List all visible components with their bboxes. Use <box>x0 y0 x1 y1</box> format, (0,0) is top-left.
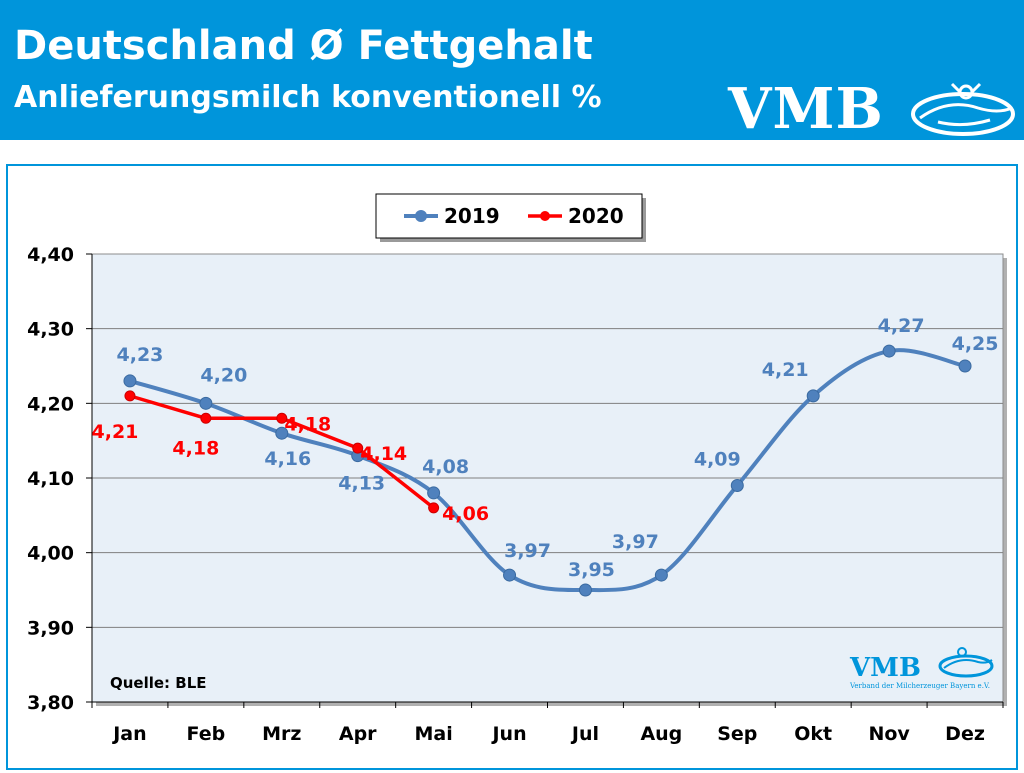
data-label-2020: 4,18 <box>284 413 331 435</box>
gridlines <box>92 328 1003 628</box>
data-point-2020 <box>124 390 136 402</box>
y-tick-label: 4,00 <box>27 543 74 565</box>
data-label-2019: 4,16 <box>264 448 311 470</box>
y-axis: 3,80 3,90 4,00 4,10 4,20 4,30 4,40 <box>27 244 93 714</box>
data-point-2020 <box>352 442 364 454</box>
data-point-2020 <box>200 412 212 424</box>
x-tick-label: Apr <box>339 723 377 745</box>
data-point-2019 <box>427 486 441 500</box>
legend-label-2020: 2020 <box>568 204 624 228</box>
x-tick-label: Sep <box>717 723 757 745</box>
y-tick-label: 4,10 <box>27 468 74 490</box>
data-point-2019 <box>123 374 137 388</box>
data-labels: 4,23 4,20 4,16 4,13 4,08 3,97 3,95 3,97 4,09 4,21… <box>92 315 999 581</box>
y-tick-label: 3,90 <box>27 617 74 639</box>
data-point-2019 <box>199 396 213 410</box>
legend-marker-2019 <box>415 210 427 222</box>
source-note: Quelle: BLE <box>110 674 207 692</box>
data-label-2019: 4,08 <box>422 456 469 478</box>
x-tick-label: Nov <box>868 723 910 745</box>
x-tick-label: Jul <box>570 723 599 745</box>
x-axis: Jan Feb Mrz Apr Mai Jun Jul Aug Sep Okt Nov Dez <box>91 701 1004 745</box>
y-tick-label: 4,20 <box>27 393 74 415</box>
x-tick-label: Aug <box>640 723 682 745</box>
vmb-logo-text: VMB <box>728 76 884 142</box>
x-tick-label: Dez <box>945 723 985 745</box>
vmb-logo: VMB <box>728 78 1018 140</box>
data-label-2019: 3,97 <box>504 540 551 562</box>
data-point-2019 <box>275 426 289 440</box>
data-point-2019 <box>806 389 820 403</box>
data-label-2019: 4,21 <box>762 359 809 381</box>
watermark-swoosh-icon <box>938 647 994 678</box>
data-label-2019: 4,25 <box>952 333 999 355</box>
data-label-2019: 4,13 <box>338 473 385 495</box>
page-title: Deutschland Ø Fettgehalt <box>14 23 593 69</box>
data-point-2019 <box>578 583 592 597</box>
legend-marker-2020 <box>540 211 550 221</box>
header-banner: Deutschland Ø Fettgehalt Anlieferungsmil… <box>0 0 1024 140</box>
legend-label-2019: 2019 <box>444 204 500 228</box>
data-point-2019 <box>730 478 744 492</box>
data-point-2019 <box>503 568 517 582</box>
data-point-2020 <box>428 502 440 514</box>
x-tick-label: Feb <box>187 723 226 745</box>
y-tick-label: 4,30 <box>27 319 74 341</box>
data-label-2020: 4,14 <box>360 443 407 465</box>
legend: 2019 2020 <box>375 193 646 242</box>
data-label-2019: 3,95 <box>568 559 615 581</box>
watermark-subtext: Verband der Milcherzeuger Bayern e.V. <box>849 682 990 690</box>
data-label-2020: 4,21 <box>92 421 139 443</box>
x-tick-label: Jan <box>111 723 146 745</box>
data-label-2019: 4,23 <box>117 344 164 366</box>
cow-swoosh-icon <box>911 82 1015 136</box>
y-tick-label: 4,40 <box>27 244 74 266</box>
x-tick-label: Jun <box>490 723 526 745</box>
watermark-text: VMB <box>849 653 921 683</box>
data-point-2019 <box>654 568 668 582</box>
data-label-2020: 4,18 <box>172 437 219 459</box>
data-label-2019: 3,97 <box>612 531 659 553</box>
x-tick-label: Mai <box>415 723 453 745</box>
data-label-2019: 4,27 <box>878 315 925 337</box>
data-label-2020: 4,06 <box>442 503 489 525</box>
data-point-2019 <box>882 344 896 358</box>
y-tick-label: 3,80 <box>27 692 74 714</box>
vmb-watermark-logo: VMB Verband der Milcherzeuger Bayern e.V… <box>849 647 994 690</box>
page-subtitle: Anlieferungsmilch konventionell % <box>14 80 602 115</box>
series-lines <box>123 344 972 597</box>
data-point-2019 <box>958 359 972 373</box>
x-tick-label: Mrz <box>262 723 301 745</box>
data-label-2019: 4,20 <box>200 364 247 386</box>
data-point-2020 <box>276 412 288 424</box>
x-tick-label: Okt <box>794 723 832 745</box>
data-label-2019: 4,09 <box>694 448 741 470</box>
